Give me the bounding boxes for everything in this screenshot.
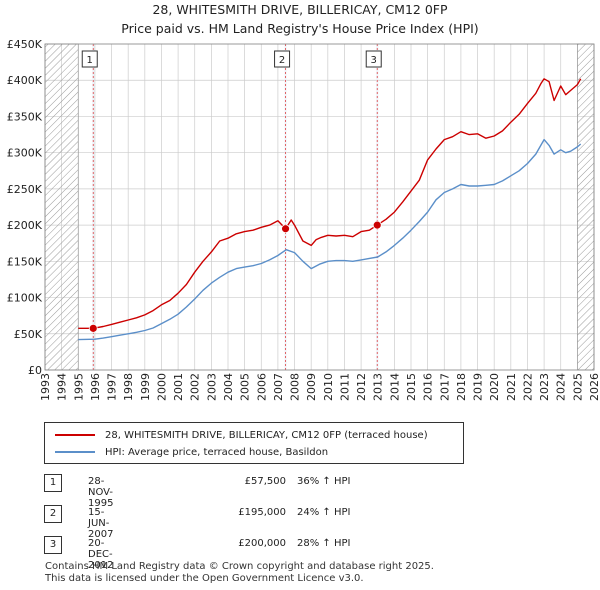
chart-title-line1: 28, WHITESMITH DRIVE, BILLERICAY, CM12 0…: [152, 2, 448, 17]
y-tick-label: £100K: [7, 292, 43, 305]
legend-item-property: 28, WHITESMITH DRIVE, BILLERICAY, CM12 0…: [55, 427, 428, 443]
x-tick-label: 2025: [571, 373, 584, 401]
x-tick-label: 2013: [372, 373, 385, 401]
sale-badge-label: 1: [87, 55, 93, 66]
footer-licence: This data is licensed under the Open Gov…: [45, 573, 364, 584]
x-tick-label: 2010: [322, 373, 335, 401]
x-tick-label: 1995: [72, 373, 85, 401]
x-tick-label: 2016: [422, 373, 435, 401]
sale-badge-label: 3: [371, 55, 377, 66]
price-chart: 1 2 3 £0 £50K £100K £150K £200K £250K £300K £350K…: [7, 38, 600, 401]
transaction-price: £195,000: [238, 507, 286, 518]
chart-legend: 28, WHITESMITH DRIVE, BILLERICAY, CM12 0…: [44, 422, 464, 464]
sale-badge-label: 2: [279, 55, 285, 66]
x-tick-label: 2020: [488, 373, 501, 401]
transaction-price: £57,500: [244, 476, 286, 487]
chart-title-line2: Price paid vs. HM Land Registry's House …: [121, 21, 479, 36]
series-line-property: [78, 78, 582, 329]
transaction-hpi: 28% ↑ HPI: [297, 538, 351, 549]
x-tick-label: 2021: [505, 373, 518, 401]
x-tick-label: 1996: [89, 373, 102, 401]
y-tick-label: £50K: [14, 328, 43, 341]
x-tick-label: 2026: [588, 373, 600, 401]
x-tick-label: 2003: [205, 373, 218, 401]
sale-band: [284, 44, 287, 370]
x-tick-label: 2001: [172, 373, 185, 401]
transaction-date: 20-DEC-2012: [88, 538, 114, 571]
legend-item-hpi: HPI: Average price, terraced house, Basi…: [55, 444, 328, 460]
sale-point: [281, 224, 290, 234]
x-tick-label: 2014: [388, 373, 401, 401]
x-tick-label: 1993: [39, 373, 52, 401]
x-tick-label: 1997: [106, 373, 119, 401]
transaction-badge: 2: [44, 505, 62, 523]
transaction-date: 28-NOV-1995: [88, 476, 114, 509]
x-tick-label: 1998: [122, 373, 135, 401]
y-tick-label: £250K: [7, 183, 43, 196]
x-tick-label: 1999: [139, 373, 152, 401]
legend-red-line: [55, 434, 95, 436]
transaction-badge: 1: [44, 474, 62, 492]
x-tick-label: 2022: [521, 373, 534, 401]
x-tick-label: 2023: [538, 373, 551, 401]
transaction-badge: 3: [44, 536, 62, 554]
x-tick-label: 2000: [155, 373, 168, 401]
y-tick-label: £300K: [7, 147, 43, 160]
x-tick-label: 2008: [289, 373, 302, 401]
sale-band: [92, 44, 95, 370]
x-tick-label: 2004: [222, 373, 235, 401]
x-tick-label: 2017: [438, 373, 451, 401]
x-tick-label: 2024: [555, 373, 568, 401]
x-tick-label: 2002: [189, 373, 202, 401]
y-tick-label: £200K: [7, 219, 43, 232]
sale-point: [372, 220, 382, 230]
sale-band: [376, 44, 379, 370]
transaction-hpi: 24% ↑ HPI: [297, 507, 351, 518]
sale-point: [88, 323, 98, 333]
footer-copyright: Contains HM Land Registry data © Crown c…: [45, 561, 434, 572]
transaction-price: £200,000: [238, 538, 286, 549]
x-tick-label: 2018: [455, 373, 468, 401]
x-tick-label: 1994: [56, 373, 69, 401]
legend-label-hpi: HPI: Average price, terraced house, Basi…: [105, 446, 329, 458]
transaction-date: 15-JUN-2007: [88, 507, 114, 540]
x-tick-label: 2015: [405, 373, 418, 401]
sale-badge-box: [274, 50, 291, 68]
sale-badge-box: [365, 50, 382, 68]
sale-badge-box: [81, 50, 98, 68]
x-tick-label: 2019: [472, 373, 485, 401]
hatched-range: [44, 43, 79, 371]
y-tick-label: £450K: [7, 38, 43, 51]
x-tick-label: 2011: [338, 373, 351, 401]
y-tick-label: £400K: [7, 74, 43, 87]
x-tick-label: 2012: [355, 373, 368, 401]
x-tick-label: 2005: [239, 373, 252, 401]
y-tick-label: £0: [28, 364, 42, 377]
x-tick-label: 2009: [305, 373, 318, 401]
y-tick-label: £350K: [7, 110, 43, 123]
transaction-hpi: 36% ↑ HPI: [297, 476, 351, 487]
plot-area: [45, 44, 594, 370]
series-line-hpi: [78, 138, 582, 341]
x-tick-label: 2007: [272, 373, 285, 401]
legend-blue-line: [55, 451, 95, 453]
y-tick-label: £150K: [7, 255, 43, 268]
hatched-range: [577, 43, 595, 371]
x-tick-label: 2006: [255, 373, 268, 401]
legend-label-property: 28, WHITESMITH DRIVE, BILLERICAY, CM12 0…: [105, 429, 428, 441]
plot-frame: [44, 43, 595, 371]
